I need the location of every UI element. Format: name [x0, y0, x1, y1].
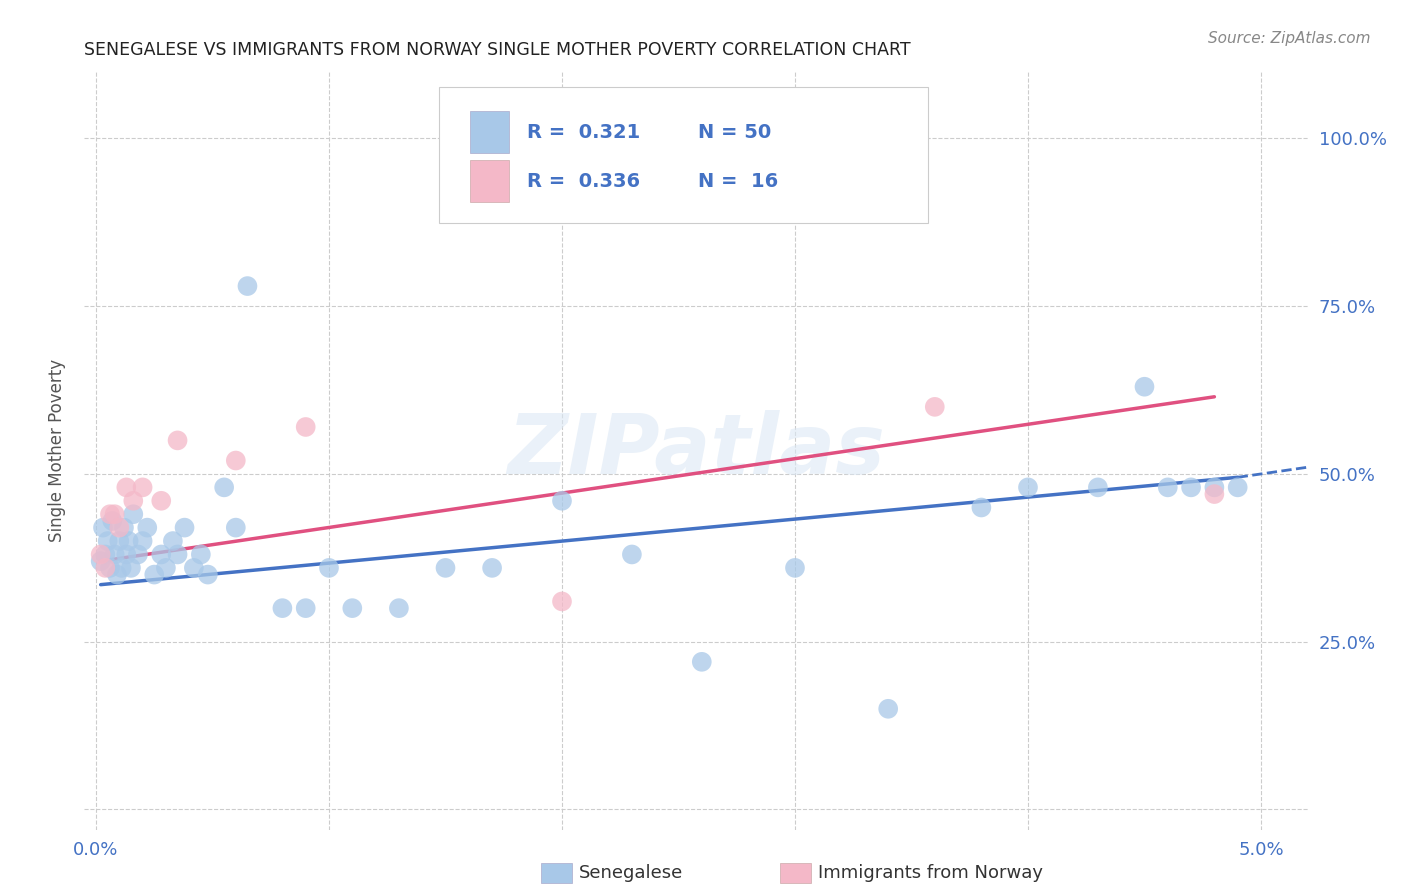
Point [94, 548, 117, 562]
Point [101, 514, 124, 528]
Point [131, 534, 153, 549]
Point [1226, 480, 1249, 494]
Point [104, 548, 127, 562]
Point [1204, 487, 1226, 501]
Text: N =  16: N = 16 [699, 172, 779, 191]
Point [162, 534, 184, 549]
Point [1204, 480, 1226, 494]
Point [318, 561, 340, 575]
FancyBboxPatch shape [470, 112, 509, 153]
Point [98, 507, 121, 521]
Point [115, 548, 138, 562]
Point [97, 534, 120, 549]
Point [173, 521, 195, 535]
Text: Senegalese: Senegalese [579, 864, 683, 882]
Point [122, 493, 145, 508]
Point [150, 493, 173, 508]
Point [271, 601, 294, 615]
Point [111, 561, 134, 575]
Point [190, 548, 212, 562]
Point [1087, 480, 1109, 494]
Point [388, 601, 411, 615]
Point [212, 480, 235, 494]
Point [90, 554, 112, 568]
Point [104, 507, 127, 521]
Point [127, 548, 149, 562]
FancyBboxPatch shape [470, 161, 509, 202]
Point [620, 548, 643, 562]
Text: R =  0.321: R = 0.321 [527, 122, 640, 142]
Point [117, 534, 139, 549]
Point [877, 702, 900, 716]
Point [551, 594, 574, 608]
Text: N = 50: N = 50 [699, 122, 772, 142]
Point [105, 567, 128, 582]
Point [783, 561, 806, 575]
Text: R =  0.336: R = 0.336 [527, 172, 640, 191]
Point [120, 561, 142, 575]
Point [294, 601, 316, 615]
Text: SENEGALESE VS IMMIGRANTS FROM NORWAY SINGLE MOTHER POVERTY CORRELATION CHART: SENEGALESE VS IMMIGRANTS FROM NORWAY SIN… [84, 41, 911, 59]
Point [94, 561, 117, 575]
Point [225, 453, 247, 467]
Point [136, 521, 159, 535]
Point [1133, 380, 1156, 394]
Text: Immigrants from Norway: Immigrants from Norway [818, 864, 1043, 882]
Point [122, 507, 145, 521]
Point [434, 561, 457, 575]
Point [166, 434, 188, 448]
Point [446, 152, 468, 166]
FancyBboxPatch shape [439, 87, 928, 223]
Text: ZIPatlas: ZIPatlas [508, 410, 884, 491]
Point [690, 655, 713, 669]
Point [91, 521, 114, 535]
Point [108, 521, 131, 535]
Point [924, 400, 946, 414]
Point [236, 279, 259, 293]
Point [551, 493, 574, 508]
Point [1017, 480, 1039, 494]
Point [98, 561, 121, 575]
Point [1180, 480, 1202, 494]
Y-axis label: Single Mother Poverty: Single Mother Poverty [48, 359, 66, 542]
Point [183, 561, 205, 575]
Point [108, 534, 131, 549]
Point [131, 480, 153, 494]
Point [1157, 480, 1180, 494]
Point [90, 548, 112, 562]
Point [143, 567, 166, 582]
Point [970, 500, 993, 515]
Point [481, 561, 503, 575]
Point [150, 548, 173, 562]
Point [115, 480, 138, 494]
Point [294, 420, 316, 434]
Point [166, 548, 188, 562]
Point [112, 521, 135, 535]
Point [197, 567, 219, 582]
Point [155, 561, 177, 575]
Text: Source: ZipAtlas.com: Source: ZipAtlas.com [1208, 31, 1371, 46]
Point [342, 601, 364, 615]
Point [225, 521, 247, 535]
